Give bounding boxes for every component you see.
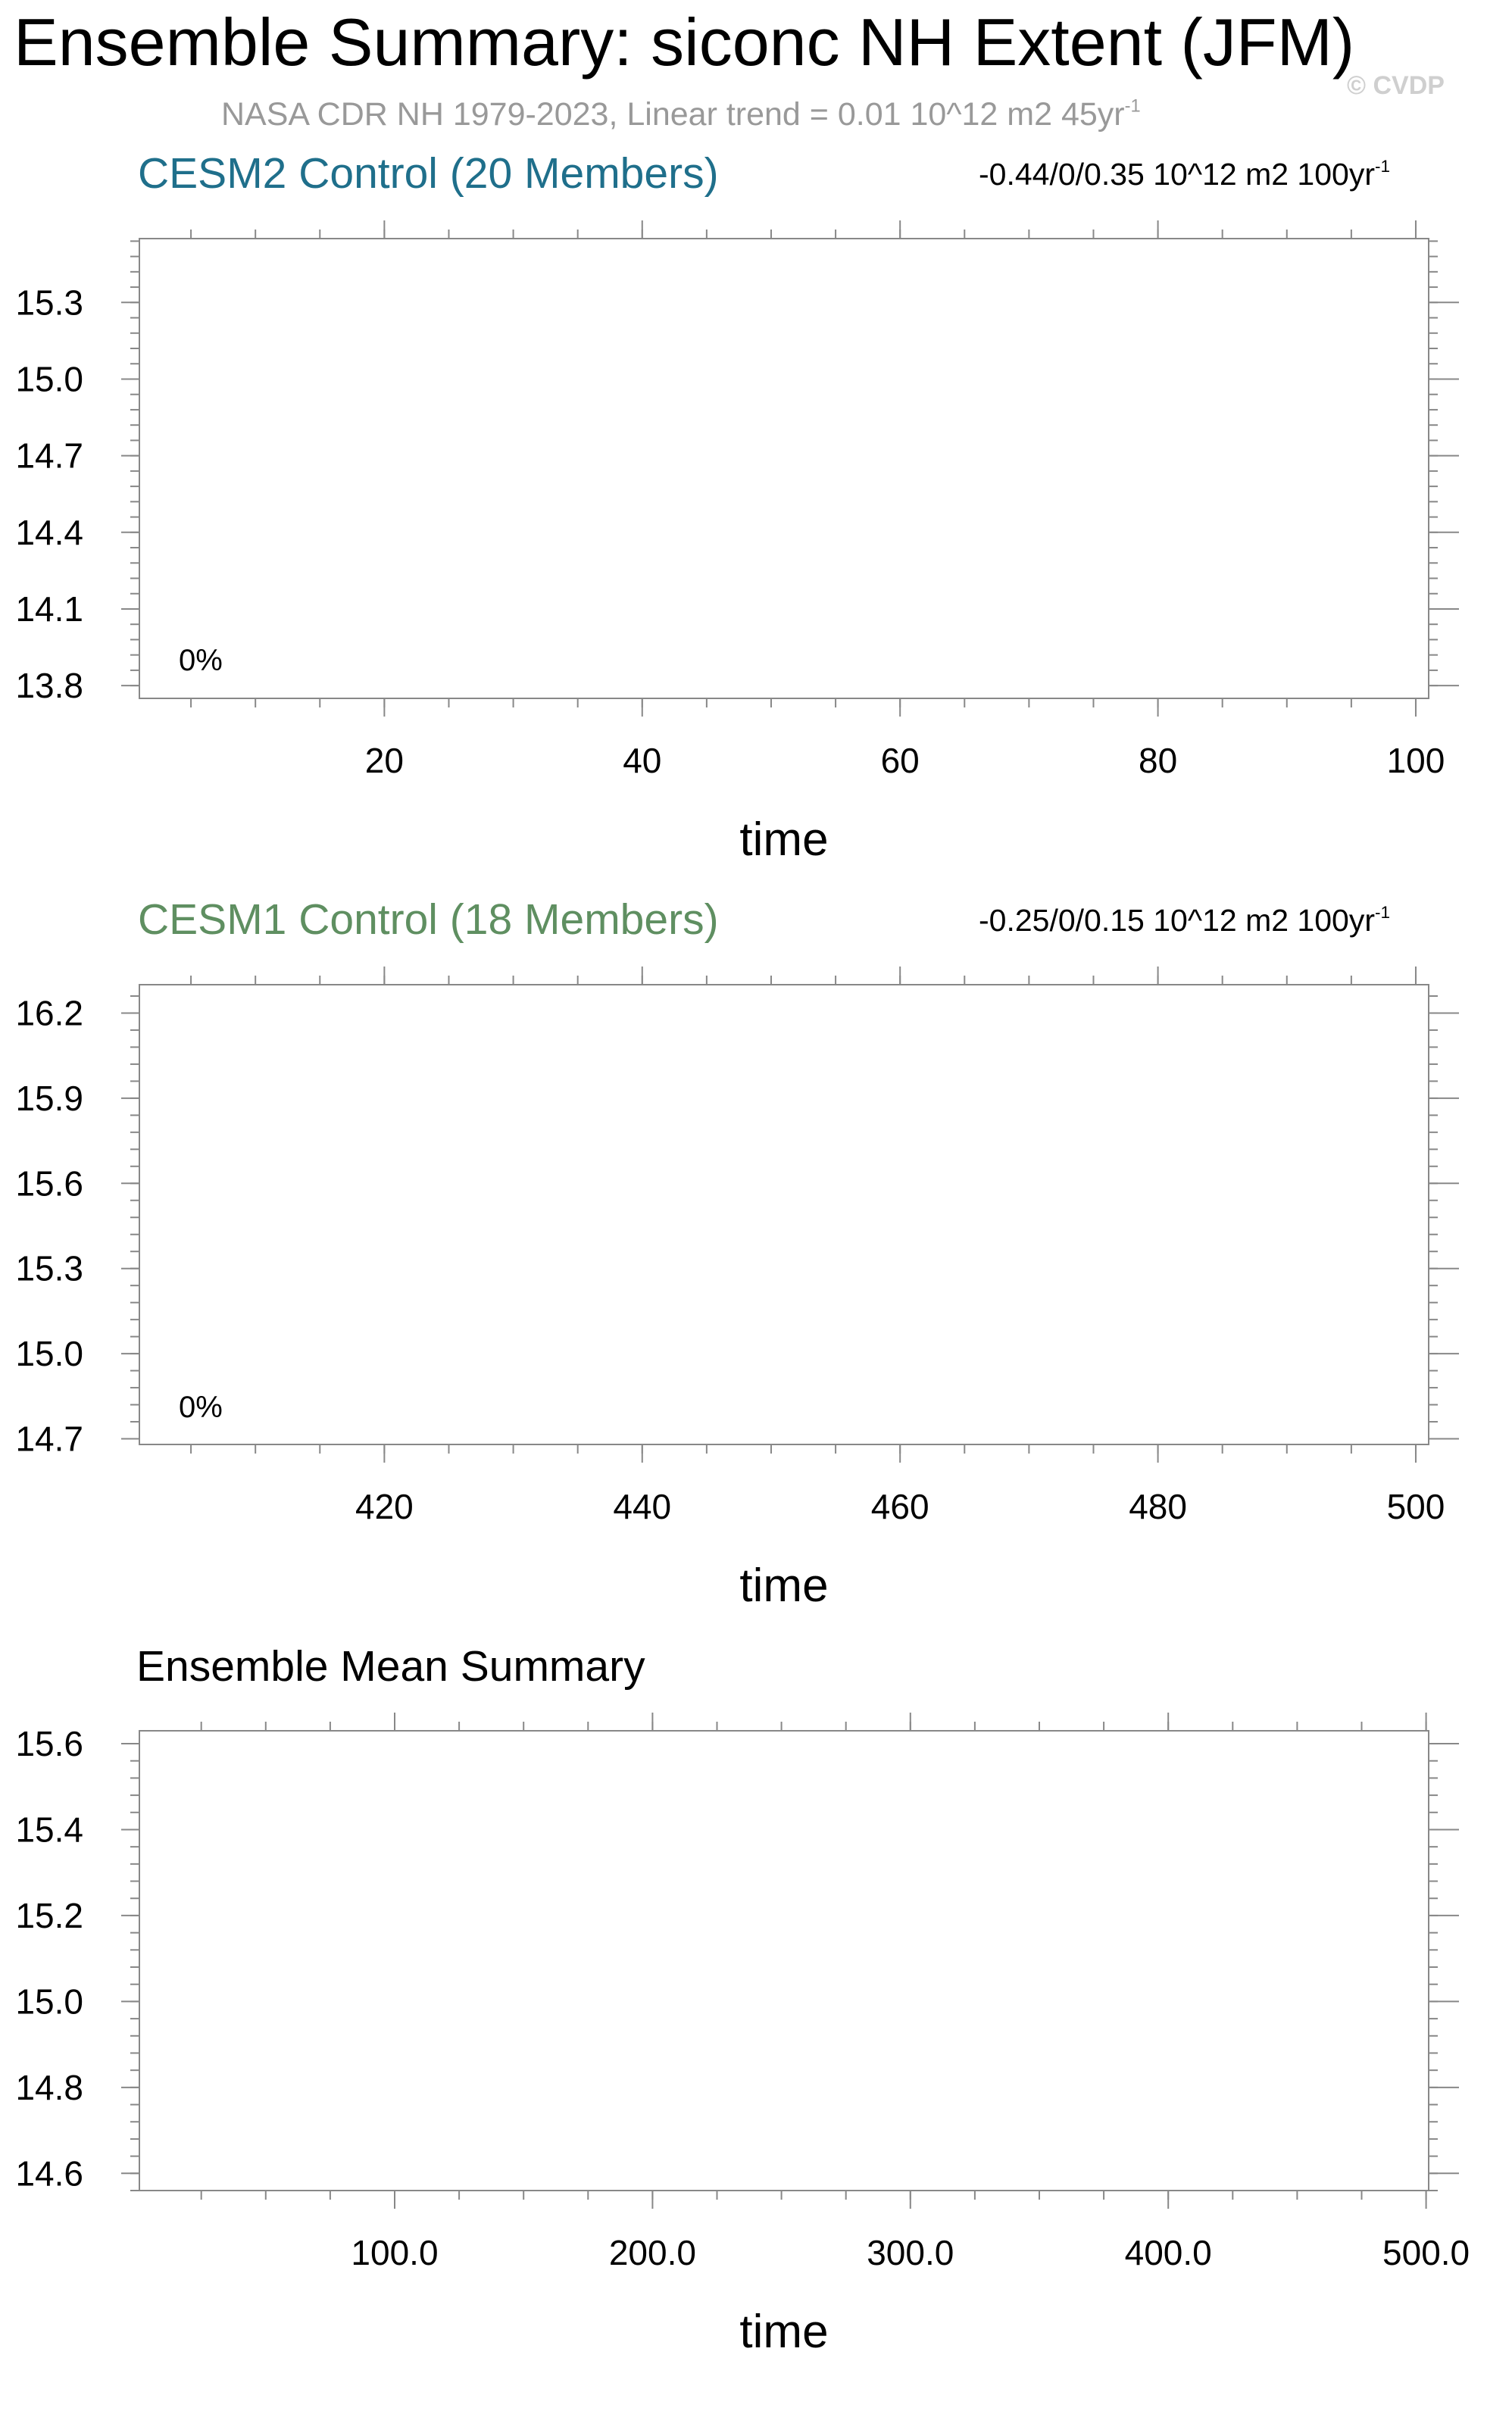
x-axis-title: time xyxy=(739,814,828,866)
y-tick-label: 13.8 xyxy=(15,666,83,705)
y-tick-label: 14.7 xyxy=(15,1419,83,1459)
y-tick-label: 15.0 xyxy=(15,1981,83,2021)
x-tick-label: 440 xyxy=(613,1487,671,1526)
panel-2-percent-label: 0% xyxy=(179,1391,223,1424)
panel-2-trend-text: -0.25/0/0.15 10^12 m2 100yr xyxy=(979,903,1375,938)
x-tick-label: 80 xyxy=(1139,741,1177,780)
y-tick-label: 16.2 xyxy=(15,993,83,1032)
panel-1-plot: 20 40 60 80 100 13.8 14.1 14.4 14.7 15.0 15.3 time xyxy=(15,220,1459,866)
y-tick-label: 15.0 xyxy=(15,1334,83,1373)
y-tick-label: 15.3 xyxy=(15,1249,83,1288)
plot-frame xyxy=(139,984,1429,1445)
panel-1-trend-exponent: -1 xyxy=(1374,157,1391,176)
y-tick-label: 15.2 xyxy=(15,1896,83,1935)
x-axis-title: time xyxy=(739,2306,828,2358)
y-tick-label: 15.6 xyxy=(15,1724,83,1763)
y-tick-label: 15.9 xyxy=(15,1079,83,1118)
x-tick-label: 60 xyxy=(881,741,920,780)
cvdp-watermark: © CVDP xyxy=(1347,71,1445,100)
x-tick-label: 100 xyxy=(1387,741,1445,780)
x-axis-title: time xyxy=(739,1560,828,1612)
panel-1-title: CESM2 Control (20 Members) xyxy=(138,149,719,198)
panel-2-plot: 420 440 460 480 500 14.7 15.0 15.3 15.6 15.9 16.2 t… xyxy=(15,967,1459,1612)
x-tick-label: 300.0 xyxy=(867,2233,954,2272)
plot-frame xyxy=(139,238,1429,699)
panel-3-title: Ensemble Mean Summary xyxy=(136,1642,645,1691)
figure-subtitle: NASA CDR NH 1979-2023, Linear trend = 0.… xyxy=(221,96,1141,133)
y-tick-label: 14.7 xyxy=(15,436,83,476)
x-tick-label: 400.0 xyxy=(1125,2233,1212,2272)
y-tick-label: 15.0 xyxy=(15,359,83,398)
subtitle-text: NASA CDR NH 1979-2023, Linear trend = 0.… xyxy=(221,96,1125,133)
panel-1-trend-text: -0.44/0/0.35 10^12 m2 100yr xyxy=(979,157,1375,192)
x-tick-label: 500.0 xyxy=(1382,2233,1470,2272)
x-tick-label: 420 xyxy=(355,1487,414,1526)
panel-2-title: CESM1 Control (18 Members) xyxy=(138,895,719,944)
panel-1-percent-label: 0% xyxy=(179,644,223,677)
y-tick-label: 15.4 xyxy=(15,1810,83,1849)
y-tick-label: 14.6 xyxy=(15,2153,83,2193)
panel-3-plot: 100.0 200.0 300.0 400.0 500.0 14.6 14.8 15.0 15.… xyxy=(15,1713,1470,2358)
y-tick-label: 14.8 xyxy=(15,2068,83,2107)
x-tick-label: 460 xyxy=(871,1487,929,1526)
x-tick-label: 500 xyxy=(1387,1487,1445,1526)
subtitle-exponent: -1 xyxy=(1124,96,1141,117)
figure-title: Ensemble Summary: siconc NH Extent (JFM) xyxy=(14,5,1355,80)
x-tick-label: 40 xyxy=(623,741,661,780)
x-tick-label: 200.0 xyxy=(609,2233,696,2272)
panel-1-trend-range: -0.44/0/0.35 10^12 m2 100yr-1 xyxy=(979,157,1391,192)
panel-2-trend-exponent: -1 xyxy=(1374,903,1391,923)
x-tick-label: 100.0 xyxy=(351,2233,438,2272)
y-tick-label: 15.6 xyxy=(15,1163,83,1203)
y-tick-label: 14.1 xyxy=(15,589,83,629)
x-tick-label: 20 xyxy=(365,741,404,780)
plot-frame xyxy=(139,1730,1429,2191)
y-tick-label: 15.3 xyxy=(15,283,83,322)
panel-2-trend-range: -0.25/0/0.15 10^12 m2 100yr-1 xyxy=(979,903,1391,938)
x-tick-label: 480 xyxy=(1129,1487,1187,1526)
y-tick-label: 14.4 xyxy=(15,513,83,552)
